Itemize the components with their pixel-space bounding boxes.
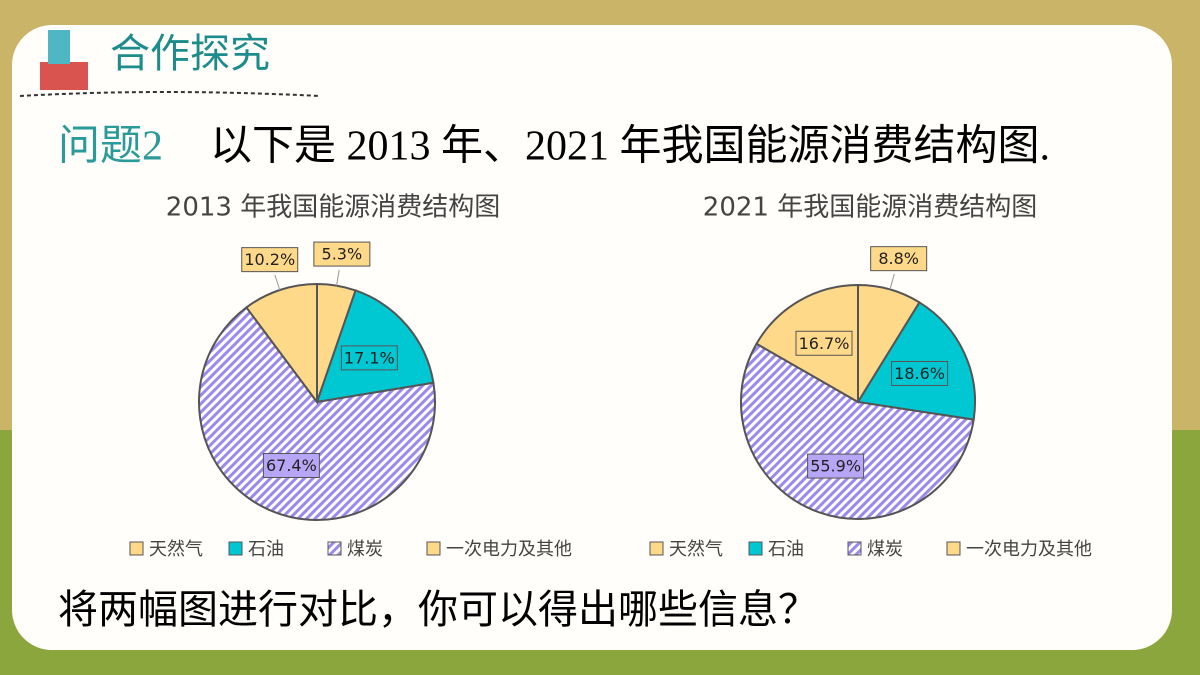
chart-title: 2013 年我国能源消费结构图 [166,193,500,223]
question-text: 以下是 2013 年、2021 年我国能源消费结构图. [210,123,1050,170]
data-label: 18.6% [894,364,945,383]
legend-label: 一次电力及其他 [966,539,1092,560]
prompt: 将两幅图进行对比，你可以得出哪些信息？ [58,587,818,633]
data-label-box [241,247,299,273]
data-label-box [807,453,865,479]
data-label: 10.2% [244,250,295,269]
legend-label: 石油 [768,539,804,560]
data-label: 55.9% [810,457,861,476]
data-label-box [795,330,853,356]
book-icon [40,62,88,90]
leader-line [336,269,340,286]
legend-swatch [946,541,961,556]
legend-swatch [847,541,862,556]
legend-label: 煤炭 [867,539,903,560]
data-label: 5.3% [322,245,363,264]
question-label: 问题2 [58,124,163,170]
pen-cup-icon [48,30,70,64]
legend-swatch [129,541,144,556]
chart-title: 2021 年我国能源消费结构图 [703,193,1037,223]
data-label: 17.1% [344,348,395,367]
leader-line [889,273,895,290]
pie-slice [245,282,318,406]
legend-label: 石油 [248,539,284,560]
legend-label: 一次电力及其他 [446,539,572,560]
data-label: 8.8% [878,249,919,268]
header-title: 合作探究 [110,31,270,76]
data-label-box [891,360,949,386]
data-label-box [340,345,398,371]
pie-slice [740,342,975,520]
data-label: 67.4% [266,456,317,475]
leader-line [274,274,281,291]
data-label-box [262,452,320,478]
legend-label: 天然气 [149,539,203,560]
legend-label: 煤炭 [347,539,383,560]
data-label-box [313,241,371,267]
pie-slice [198,306,436,521]
legend-swatch [327,541,342,556]
data-label: 16.7% [799,334,850,353]
charts: 2013 年我国能源消费结构图 5.3% 17.1% 67.4% 10.2% 天然气 石油 煤… [129,193,1092,560]
legend-label: 天然气 [669,539,723,560]
header-underline [19,91,321,97]
legend-swatch [748,541,763,556]
legend-swatch [426,541,441,556]
legend-swatch [649,541,664,556]
legend-swatch [228,541,243,556]
data-label-box [870,246,928,272]
